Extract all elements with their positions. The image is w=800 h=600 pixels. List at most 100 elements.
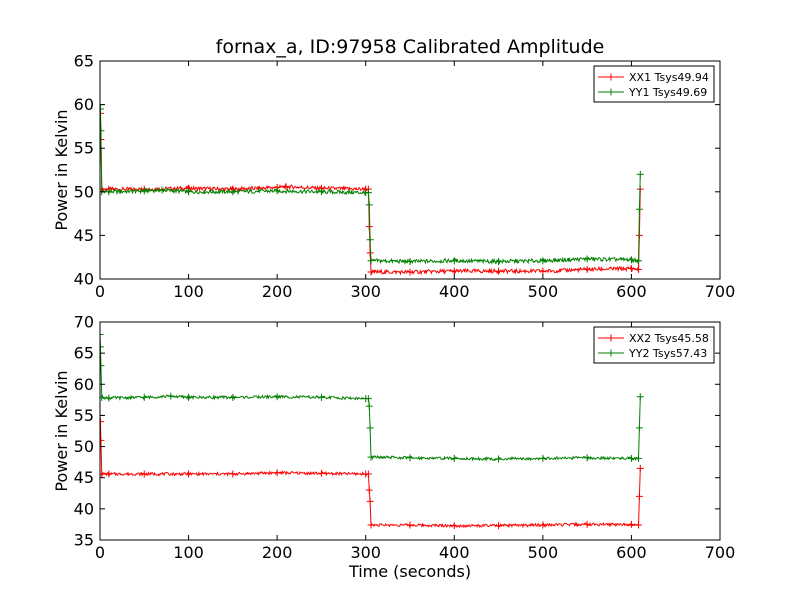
data-point-1-22 (635, 521, 643, 529)
data-point-1-18 (495, 522, 503, 530)
x-tick-label: 100 (173, 282, 204, 301)
data-point-1-16 (406, 521, 414, 529)
data-point-2-16 (367, 257, 375, 265)
data-point-1-8 (229, 470, 237, 478)
data-point-1-23 (635, 492, 643, 500)
data-point-1-20 (539, 267, 547, 275)
data-point-2-3 (100, 362, 105, 370)
y-tick-label: 45 (74, 226, 94, 245)
data-point-2-9 (229, 188, 237, 196)
data-point-2-22 (627, 454, 635, 462)
data-point-2-24 (635, 424, 643, 432)
series-group (100, 330, 644, 530)
y-tick-label: 65 (74, 52, 94, 71)
data-point-2-15 (366, 424, 374, 432)
chart-title: fornax_a, ID:97958 Calibrated Amplitude (216, 36, 605, 58)
data-point-2-19 (495, 455, 503, 463)
x-tick-label: 200 (262, 282, 293, 301)
data-point-2-6 (140, 393, 148, 401)
data-point-2-23 (635, 257, 643, 265)
data-point-2-7 (158, 186, 166, 194)
data-point-2-20 (539, 257, 547, 265)
data-point-2-19 (495, 258, 503, 266)
data-point-1-19 (539, 521, 547, 529)
data-point-2-17 (406, 454, 414, 462)
data-point-1-10 (317, 469, 325, 477)
x-tick-label: 500 (528, 543, 559, 562)
legend: XX1 Tsys49.94 YY1 Tsys49.69 (593, 65, 715, 103)
data-point-2-20 (539, 454, 547, 462)
data-point-2-24 (635, 205, 643, 213)
y-axis-label: Power in Kelvin (52, 109, 71, 230)
data-point-2-14 (365, 402, 373, 410)
y-tick-label: 65 (74, 344, 94, 363)
legend-box (593, 326, 715, 364)
x-tick-label: 600 (616, 543, 647, 562)
legend-label-1: XX1 Tsys49.94 (629, 71, 709, 84)
data-point-1-10 (282, 183, 290, 191)
data-point-1-20 (583, 520, 591, 528)
legend: XX2 Tsys45.58 YY2 Tsys57.43 (593, 326, 715, 364)
data-point-2-11 (317, 393, 325, 401)
data-point-1-19 (495, 267, 503, 275)
y-tick-label: 45 (74, 468, 94, 487)
bottom-plot: 0 100 200 300 400 500 600 700 35 40 45 50 55 60 65 70 Po… (52, 313, 735, 582)
data-point-1-17 (450, 522, 458, 530)
y-tick-label: 60 (74, 375, 94, 394)
data-point-2-14 (365, 201, 373, 209)
y-tick-label: 50 (74, 437, 94, 456)
y-tick-label: 35 (74, 531, 94, 550)
x-tick-label: 0 (95, 282, 105, 301)
data-point-1-6 (140, 470, 148, 478)
data-point-2-5 (105, 394, 113, 402)
data-point-2-4 (100, 393, 106, 401)
series-group (100, 101, 644, 276)
y-tick-label: 70 (74, 313, 94, 332)
data-point-1-9 (273, 469, 281, 477)
x-tick-label: 400 (439, 282, 470, 301)
x-tick-label: 700 (705, 282, 736, 301)
data-point-2-5 (105, 188, 113, 196)
data-point-2-21 (583, 255, 591, 263)
y-axis-label: Power in Kelvin (52, 370, 71, 491)
data-point-1-21 (627, 520, 635, 528)
x-axis-label: Time (seconds) (348, 562, 471, 581)
x-tick-label: 100 (173, 543, 204, 562)
data-point-1-12 (364, 470, 372, 478)
data-point-2-15 (366, 236, 374, 244)
data-point-2-16 (367, 453, 375, 461)
data-point-1-22 (627, 265, 635, 273)
series-line-2 (100, 334, 641, 462)
data-point-1-21 (583, 265, 591, 273)
data-point-2-9 (229, 393, 237, 401)
data-point-2-8 (185, 188, 193, 196)
data-point-2-21 (583, 454, 591, 462)
data-point-2-17 (406, 258, 414, 266)
data-point-1-18 (450, 267, 458, 275)
data-point-2-10 (273, 393, 281, 401)
data-point-1-16 (367, 268, 375, 276)
x-tick-label: 0 (95, 543, 105, 562)
data-point-1-7 (185, 470, 193, 478)
top-plot: fornax_a, ID:97958 Calibrated Amplitude 0… (52, 36, 735, 301)
x-tick-label: 300 (350, 543, 381, 562)
data-point-2-7 (167, 392, 175, 400)
y-tick-label: 55 (74, 139, 94, 158)
data-point-2-11 (317, 188, 325, 196)
data-point-2-25 (636, 170, 644, 178)
data-point-1-3 (100, 436, 105, 444)
x-tick-label: 700 (705, 543, 736, 562)
data-point-2-1 (100, 330, 104, 338)
legend-label-2: YY2 Tsys57.43 (628, 347, 707, 360)
plot-frame (99, 60, 721, 280)
y-tick-label: 40 (74, 270, 94, 289)
y-tick-label: 40 (74, 499, 94, 518)
data-point-2-8 (185, 393, 193, 401)
data-point-2-18 (450, 257, 458, 265)
series-line-2 (100, 104, 641, 266)
data-point-1-23 (635, 265, 643, 273)
data-point-1-15 (367, 521, 375, 529)
data-point-2-10 (273, 187, 281, 195)
legend-box (593, 65, 715, 103)
